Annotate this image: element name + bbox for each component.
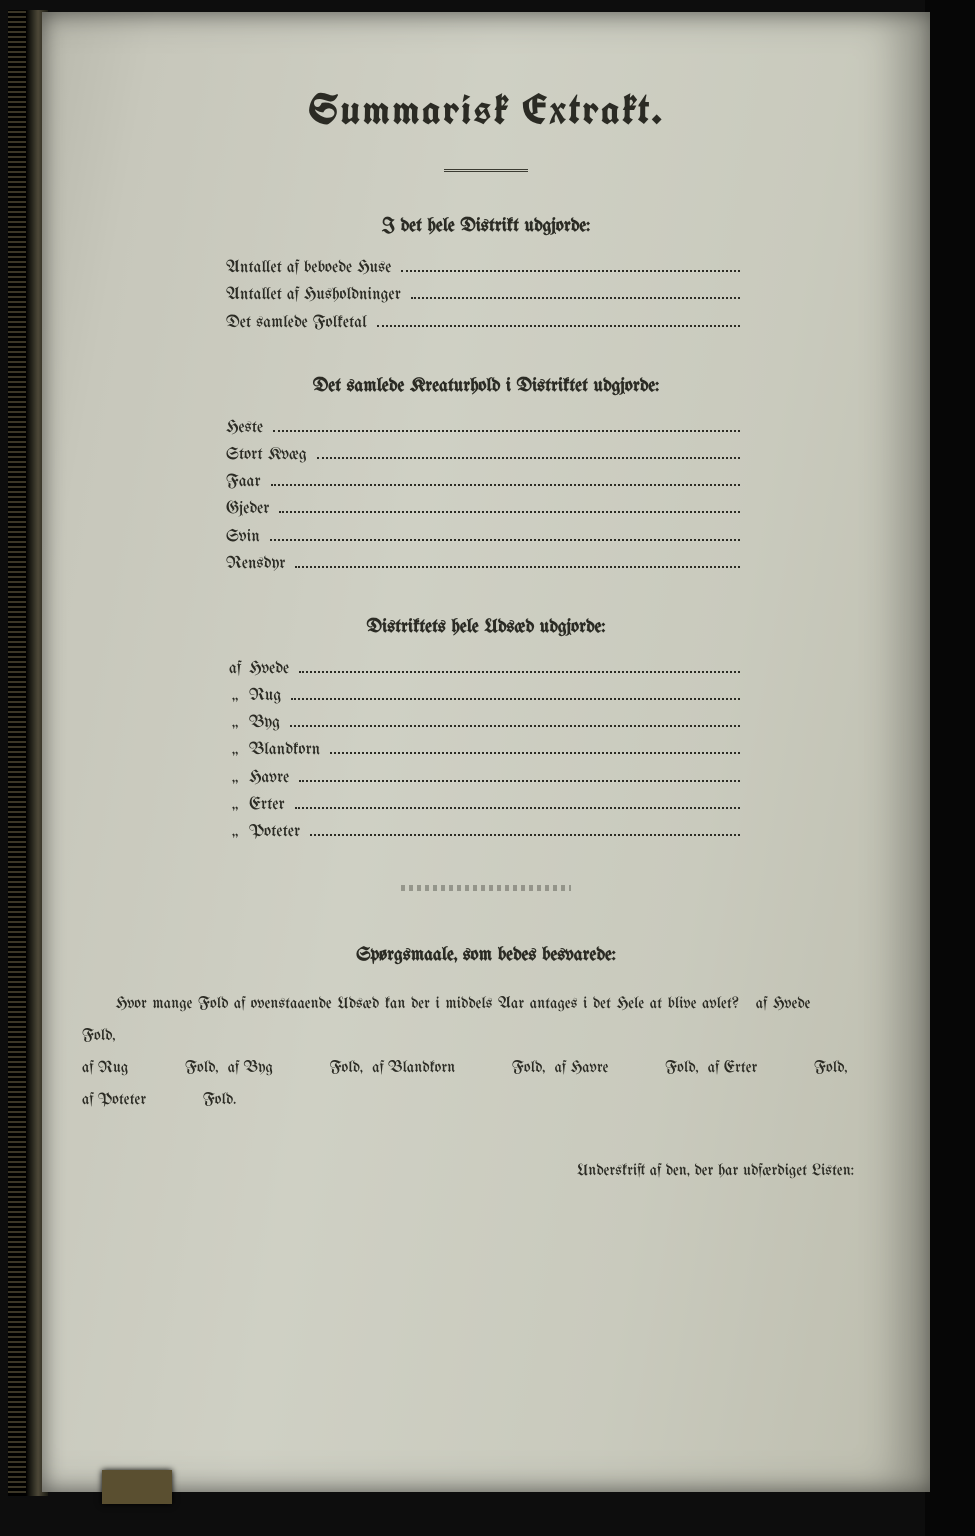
list-item: Antallet af beboede Huse [226, 260, 746, 277]
q-item: af Erter [708, 1060, 758, 1077]
q-item: af Blandkorn [372, 1060, 455, 1077]
item-label: Rug [249, 688, 281, 705]
item-label: Poteter [249, 824, 300, 841]
list-item: „ Rug [226, 688, 746, 705]
ditto-mark: „ [226, 797, 244, 814]
list-item: „ Poteter [226, 824, 746, 841]
leader-dots [330, 742, 740, 754]
question-lead: Hvor mange Fold af ovenstaaende Udsæd ka… [115, 996, 739, 1013]
item-label: Havre [249, 770, 289, 787]
item-label: Byg [249, 715, 280, 732]
q-item: af Rug [82, 1060, 128, 1077]
section2-list: Heste Stort Kvæg Faar Gjeder Svin Rensdy… [226, 420, 746, 573]
leader-dots [273, 420, 740, 432]
item-label: Svin [226, 529, 260, 546]
fold-end-label: Fold. [203, 1092, 237, 1109]
list-item: „ Byg [226, 715, 746, 732]
item-label: Gjeder [226, 501, 269, 518]
ditto-mark: „ [226, 688, 244, 705]
leader-dots [295, 556, 740, 568]
fold-label: Fold, [665, 1060, 698, 1077]
section1-heading: I det hele Distrikt udgjorde: [42, 216, 930, 236]
section3-list: af Hvede „ Rug „ Byg „ Blandkorn „ Havre… [226, 661, 746, 841]
ditto-mark: „ [226, 770, 244, 787]
list-item: Antallet af Husholdninger [226, 287, 746, 304]
leader-dots [290, 715, 740, 727]
list-item: „ Erter [226, 797, 746, 814]
page-title: Summarisk Extrakt. [42, 12, 930, 137]
item-label: Stort Kvæg [226, 447, 307, 464]
ditto-mark: „ [226, 715, 244, 732]
fold-label: Fold, [82, 1028, 115, 1045]
q-item: af Byg [228, 1060, 273, 1077]
leader-dots [270, 528, 740, 540]
fold-label: Fold, [185, 1060, 218, 1077]
list-item: Svin [226, 528, 746, 545]
list-item: „ Havre [226, 769, 746, 786]
list-item: af Hvede [226, 661, 746, 678]
q-item: af Hvede [756, 996, 811, 1013]
list-item: Faar [226, 474, 746, 491]
list-item: Stort Kvæg [226, 447, 746, 464]
q-item: af Havre [555, 1060, 609, 1077]
q-item: af Poteter [82, 1092, 146, 1109]
section3-heading: Distriktets hele Udsæd udgjorde: [42, 617, 930, 637]
item-label: Det samlede Folketal [226, 315, 367, 332]
list-item: Rensdyr [226, 556, 746, 573]
leader-dots [291, 688, 740, 700]
list-item: Det samlede Folketal [226, 314, 746, 331]
leader-dots [317, 447, 740, 459]
leader-dots [299, 769, 740, 781]
list-item: „ Blandkorn [226, 742, 746, 759]
leader-dots [279, 501, 740, 513]
right-margin-shadow [925, 0, 975, 1536]
item-label: Faar [226, 474, 261, 491]
fold-label: Fold, [814, 1060, 847, 1077]
item-label: Heste [226, 420, 263, 437]
section1-list: Antallet af beboede Huse Antallet af Hus… [226, 260, 746, 332]
wavy-rule [401, 885, 571, 891]
leader-dots [295, 797, 740, 809]
item-label: Antallet af beboede Huse [226, 260, 391, 277]
page-tab [102, 1470, 172, 1504]
ditto-mark: „ [226, 824, 244, 841]
leader-dots [377, 314, 740, 326]
leader-dots [271, 474, 740, 486]
questions-heading: Spørgsmaale, som bedes besvarede: [42, 945, 930, 965]
ditto-mark: „ [226, 742, 244, 759]
fold-label: Fold, [512, 1060, 545, 1077]
leader-dots [299, 661, 740, 673]
section2-heading: Det samlede Kreaturhold i Distriktet udg… [42, 376, 930, 396]
fold-label: Fold, [330, 1060, 363, 1077]
item-label: Hvede [249, 661, 289, 678]
leader-dots [310, 824, 740, 836]
leader-dots [411, 287, 740, 299]
document-page: Summarisk Extrakt. I det hele Distrikt u… [42, 12, 930, 1492]
item-label: Erter [249, 797, 285, 814]
questions-paragraph: Hvor mange Fold af ovenstaaende Udsæd ka… [42, 989, 930, 1117]
lead-af: af [226, 661, 244, 678]
leader-dots [401, 260, 740, 272]
list-item: Gjeder [226, 501, 746, 518]
signature-line: Underskrift af den, der har udfærdiget L… [42, 1117, 930, 1180]
title-rule [444, 169, 528, 172]
item-label: Antallet af Husholdninger [226, 287, 401, 304]
item-label: Rensdyr [226, 556, 285, 573]
list-item: Heste [226, 420, 746, 437]
item-label: Blandkorn [249, 742, 320, 759]
